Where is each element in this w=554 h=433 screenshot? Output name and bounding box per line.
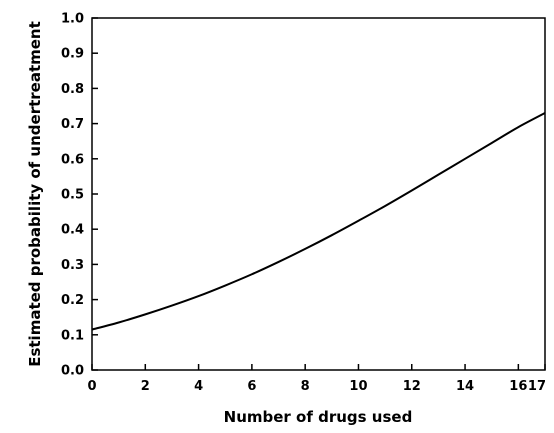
series-line <box>91 112 546 331</box>
y-axis: 0.0 0.1 0.2 0.3 0.4 0.5 0.6 0.7 0.8 0.9 1.0 <box>61 12 98 379</box>
y-tick-label: 0.3 <box>61 258 84 273</box>
x-axis-title: Number of drugs used <box>224 408 413 426</box>
y-axis-title: Estimated probability of undertreatment <box>26 21 44 367</box>
y-tick-label: 0.2 <box>61 293 84 308</box>
y-tick-label: 1.0 <box>61 12 84 27</box>
x-tick-label: 6 <box>247 379 256 394</box>
x-tick-label: 17 <box>528 379 546 394</box>
y-tick-label: 0.9 <box>61 47 84 62</box>
x-tick-label: 10 <box>349 379 367 394</box>
x-tick-label: 2 <box>141 379 150 394</box>
x-axis: 0 2 4 6 8 10 12 14 16 17 <box>87 364 546 394</box>
y-tick-label: 0.1 <box>61 328 84 343</box>
x-tick-label: 4 <box>194 379 203 394</box>
y-tick-label: 0.6 <box>61 152 84 167</box>
x-tick-label: 16 <box>509 379 527 394</box>
y-tick-label: 0.5 <box>61 188 84 203</box>
plot-frame <box>91 17 546 371</box>
y-tick-label: 0.0 <box>61 364 84 379</box>
x-tick-label: 0 <box>87 379 96 394</box>
x-tick-label: 14 <box>456 379 474 394</box>
y-tick-label: 0.8 <box>61 82 84 97</box>
x-tick-label: 8 <box>301 379 310 394</box>
x-tick-label: 12 <box>403 379 421 394</box>
y-tick-label: 0.4 <box>61 223 84 238</box>
y-tick-label: 0.7 <box>61 117 84 132</box>
